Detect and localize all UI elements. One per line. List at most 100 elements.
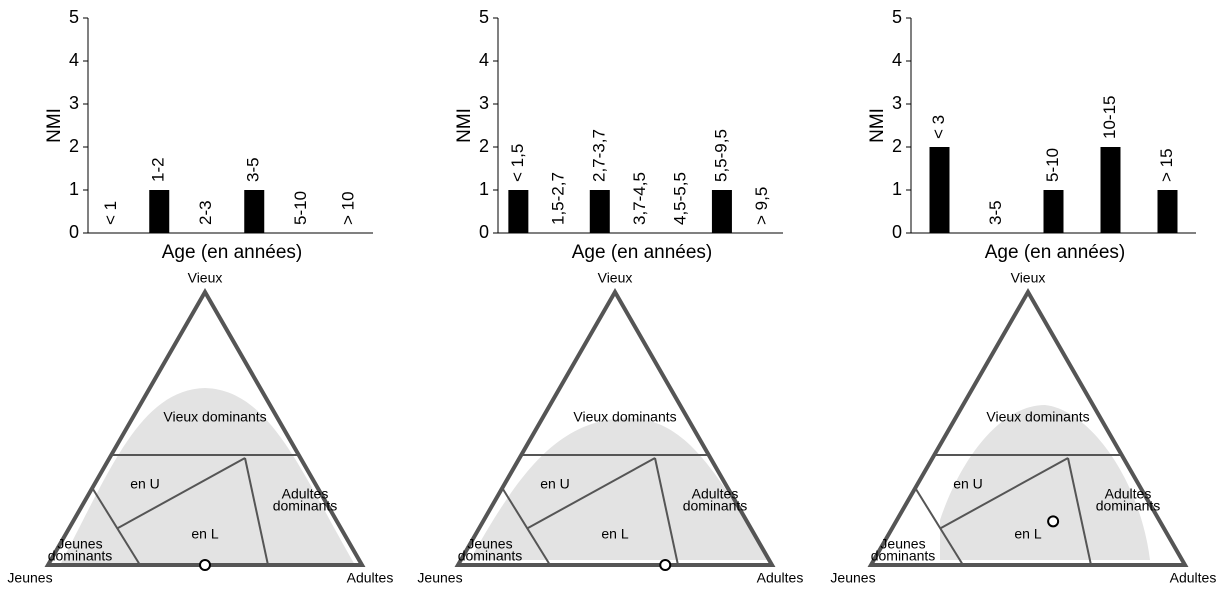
bar [1100, 147, 1121, 233]
region-boundary [914, 487, 964, 566]
category-label: < 1 [101, 201, 120, 225]
region-boundary [654, 457, 679, 566]
y-tick-label: 0 [479, 222, 489, 242]
shaded-zone [470, 418, 770, 560]
bar [1043, 190, 1064, 233]
x-axis-label: Age (en années) [985, 242, 1126, 263]
corner-label: Vieux [188, 270, 223, 286]
region-label: dominants [683, 498, 748, 514]
shaded-zone [60, 388, 355, 565]
triangle [867, 287, 1189, 567]
region-boundary [91, 487, 141, 566]
region-label: Jeunes [880, 536, 925, 552]
region-label: en U [953, 476, 983, 492]
category-label: 1-2 [149, 157, 168, 182]
category-label: > 15 [1157, 148, 1176, 182]
region-label: Vieux dominants [986, 409, 1089, 425]
y-tick-label: 4 [69, 50, 79, 70]
y-tick-label: 3 [892, 93, 902, 113]
y-tick-label: 4 [479, 50, 489, 70]
bar [929, 147, 950, 233]
y-tick-label: 0 [892, 222, 902, 242]
corner-label: Adultes [757, 570, 804, 586]
category-label: 2,7-3,7 [589, 129, 608, 182]
bar [244, 190, 265, 233]
category-label: 5,5-9,5 [711, 129, 730, 182]
y-tick-label: 1 [892, 179, 902, 199]
ternary-diagram: Vieux Jeunes Adultes Vieux dominants en U en … [417, 270, 803, 586]
category-label: 3,7-4,5 [630, 172, 649, 225]
ternary-diagram: Vieux Jeunes Adultes Vieux dominants en U en … [7, 270, 393, 586]
region-boundary [117, 457, 246, 529]
region-label: en U [540, 476, 570, 492]
region-label: Adultes [282, 486, 329, 502]
category-label: > 10 [339, 191, 358, 225]
y-tick-label: 5 [69, 7, 79, 27]
region-boundary [527, 457, 656, 529]
category-label: 3-5 [244, 157, 263, 182]
y-tick-label: 3 [69, 93, 79, 113]
x-axis-label: Age (en années) [572, 242, 713, 263]
region-label: dominants [458, 548, 523, 564]
y-tick-label: 5 [479, 7, 489, 27]
shaded-zone [940, 405, 1150, 560]
y-axis-label: NMI [454, 108, 475, 143]
region-label: dominants [1096, 498, 1161, 514]
region-label: en L [191, 526, 218, 542]
y-tick-label: 4 [892, 50, 902, 70]
region-label: en L [601, 526, 628, 542]
region-label: Jeunes [467, 536, 512, 552]
region-label: Adultes [1105, 486, 1152, 502]
region-boundary [1067, 457, 1092, 566]
region-label: en L [1014, 526, 1041, 542]
region-label: dominants [871, 548, 936, 564]
category-label: 4,5-5,5 [671, 172, 690, 225]
region-label: dominants [48, 548, 113, 564]
y-tick-label: 1 [479, 179, 489, 199]
y-tick-label: 1 [69, 179, 79, 199]
category-label: 3-5 [986, 200, 1005, 225]
y-tick-label: 0 [69, 222, 79, 242]
y-tick-label: 3 [479, 93, 489, 113]
corner-label: Jeunes [830, 570, 875, 586]
corner-label: Jeunes [417, 570, 462, 586]
bar [508, 190, 529, 233]
category-label: 5-10 [1043, 148, 1062, 182]
y-axis-label: NMI [867, 108, 888, 143]
y-axis-label: NMI [44, 108, 65, 143]
region-boundary [501, 487, 551, 566]
sample-point [1047, 515, 1060, 528]
bar [589, 190, 610, 233]
corner-label: Vieux [1011, 270, 1046, 286]
y-tick-label: 5 [892, 7, 902, 27]
category-label: < 1,5 [508, 144, 527, 182]
category-label: > 9,5 [752, 187, 771, 225]
corner-label: Vieux [598, 270, 633, 286]
category-label: 5-10 [291, 191, 310, 225]
region-boundary [244, 457, 269, 566]
sample-point [199, 559, 211, 571]
ternary-diagram: Vieux Jeunes Adultes Vieux dominants en U en … [830, 270, 1216, 586]
region-label: Adultes [692, 486, 739, 502]
category-label: < 3 [929, 115, 948, 139]
region-label: Vieux dominants [573, 409, 676, 425]
corner-label: Adultes [1170, 570, 1217, 586]
bar [149, 190, 170, 233]
category-label: 1,5-2,7 [549, 172, 568, 225]
triangle [454, 287, 776, 567]
bar [1157, 190, 1178, 233]
y-tick-label: 2 [69, 136, 79, 156]
bar [711, 190, 732, 233]
y-tick-label: 2 [479, 136, 489, 156]
region-label: Jeunes [57, 536, 102, 552]
corner-label: Jeunes [7, 570, 52, 586]
region-label: Vieux dominants [163, 409, 266, 425]
region-boundary [940, 457, 1069, 529]
sample-point [659, 559, 672, 571]
region-label: dominants [273, 498, 338, 514]
category-label: 10-15 [1100, 96, 1119, 139]
category-label: 2-3 [196, 200, 215, 225]
corner-label: Adultes [347, 570, 394, 586]
